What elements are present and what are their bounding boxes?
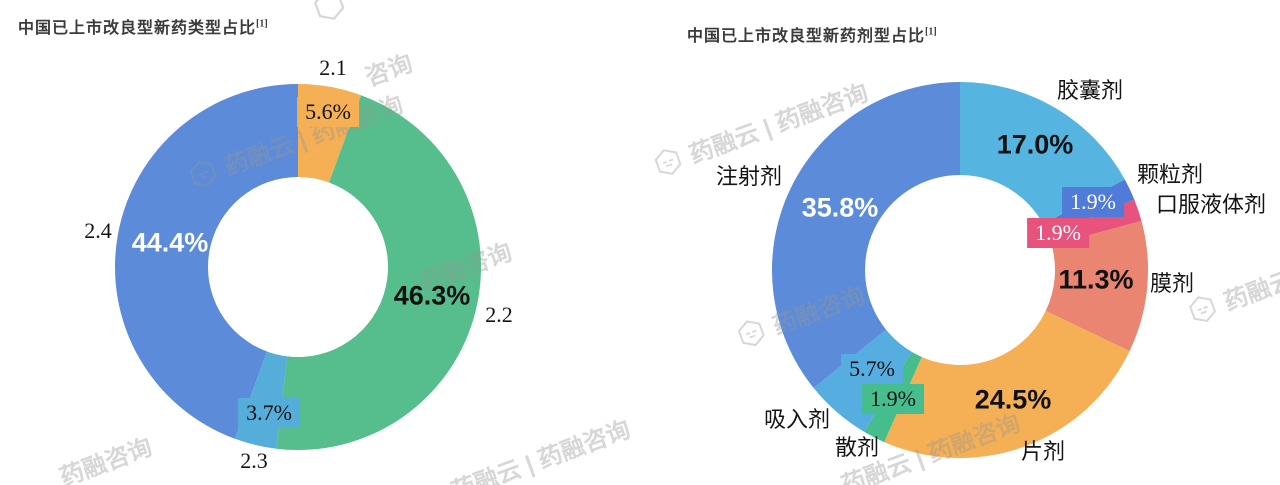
- slice-label-injection: 注射剂: [715, 164, 783, 189]
- chart-title: 中国已上市改良型新药类型占比[1]: [18, 14, 268, 38]
- chart-title-text: 中国已上市改良型新药类型占比: [18, 20, 257, 37]
- footnote-ref: [1]: [256, 18, 268, 30]
- pharnexcloud-logo-icon: [314, 0, 345, 20]
- donut-slice-膜剂: [1045, 220, 1148, 352]
- pharnexcloud-logo-icon: [737, 319, 765, 346]
- slice-label-powder: 散剂: [834, 435, 880, 460]
- slice-label-2-2: 2.2: [485, 302, 513, 327]
- slice-label-oral-liquid: 口服液体剂: [1155, 192, 1267, 217]
- watermark: 药融云: [1182, 260, 1280, 331]
- slice-label-2-3: 2.3: [240, 448, 268, 473]
- slice-label-2-4: 2.4: [84, 218, 112, 243]
- slice-value-oral-liquid: 1.9%: [1027, 218, 1089, 248]
- slice-label-granule: 颗粒剂: [1136, 162, 1204, 187]
- slice-value-2-2: 46.3%: [393, 280, 471, 311]
- chart-title-text: 中国已上市改良型新药剂型占比: [687, 28, 926, 45]
- slice-value-tablet: 24.5%: [974, 384, 1052, 415]
- pharnexcloud-logo-icon: [654, 148, 682, 175]
- slice-value-capsule: 17.0%: [996, 129, 1074, 160]
- donut-slice-2.2: [276, 95, 481, 450]
- slice-label-inhalation: 吸入剂: [763, 407, 831, 432]
- chart-title: 中国已上市改良型新药剂型占比[1]: [687, 22, 937, 46]
- slice-label-tablet: 片剂: [1020, 439, 1066, 464]
- slice-label-capsule: 胶囊剂: [1056, 78, 1124, 103]
- slice-value-film: 11.3%: [1058, 264, 1134, 295]
- footnote-ref: [1]: [925, 26, 937, 38]
- slice-value-granule: 1.9%: [1062, 187, 1124, 217]
- slice-value-injection: 35.8%: [801, 192, 879, 223]
- donut-slice-注射剂: [772, 82, 960, 389]
- slice-value-2-1: 5.6%: [297, 97, 359, 127]
- donut-chart-drug-type: [115, 84, 481, 450]
- slice-label-film: 膜剂: [1149, 271, 1195, 296]
- slice-label-2-1: 2.1: [319, 55, 347, 80]
- donut-slice-2.4: [115, 84, 298, 439]
- slice-value-2-3: 3.7%: [238, 398, 300, 428]
- donut-slice-片剂: [884, 310, 1130, 458]
- slice-value-powder: 1.9%: [862, 384, 924, 414]
- watermark-text: 药融云: [1220, 266, 1280, 317]
- watermark: [307, 0, 358, 27]
- slice-value-inhalation: 5.7%: [841, 354, 903, 384]
- slice-value-2-4: 44.4%: [131, 227, 209, 258]
